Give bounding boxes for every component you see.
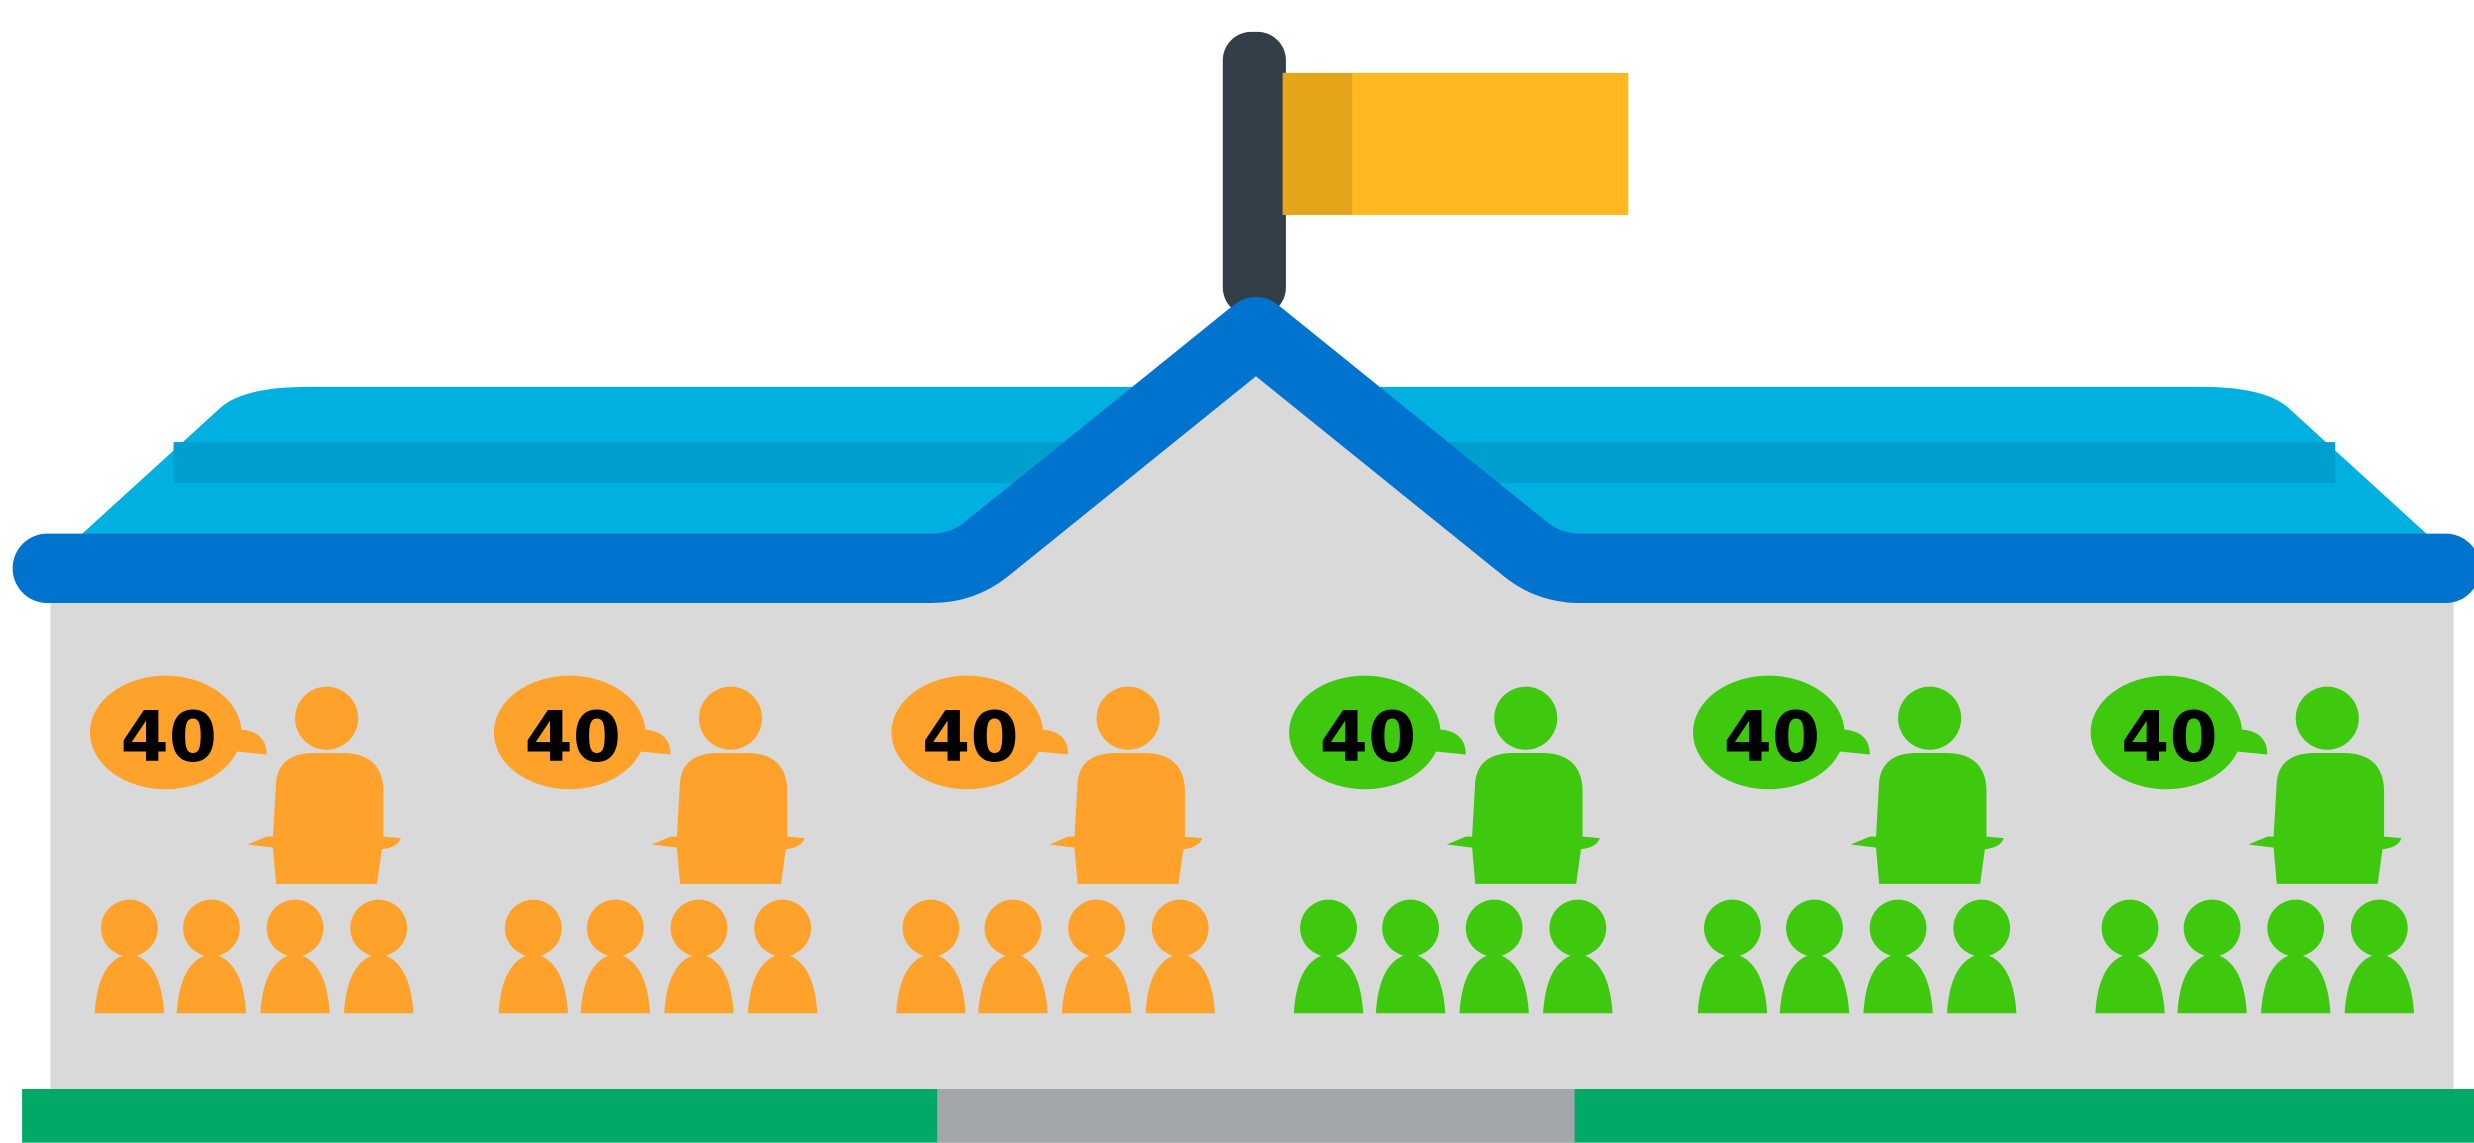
student-body [2344,953,2415,1014]
student-head [183,899,240,957]
student-body [343,953,414,1014]
teacher-body [1446,752,1600,884]
speech-tail [639,729,671,755]
speech-tail [1434,729,1466,755]
student-body [1293,953,1364,1014]
teacher-body [247,752,401,884]
classroom: 40 [1289,675,1613,1014]
student-body [2177,953,2247,1014]
student-body [1061,953,1132,1014]
teacher-body [651,752,805,884]
student-head [1786,899,1843,957]
class-size: 40 [2121,698,2218,778]
student-head [1869,899,1927,957]
student-head [1151,899,1209,957]
student-head [1465,899,1523,957]
student-body [2260,953,2331,1014]
student-head [984,899,1042,957]
speech-tail [2235,729,2268,755]
teacher-head [698,686,763,750]
student-head [266,899,324,957]
speech-tail [1838,729,1870,755]
speech-bubble [493,675,646,790]
class-size: 40 [1724,698,1821,778]
speech-bubble [2090,675,2243,790]
student-body [1697,953,1768,1014]
student-head [1704,899,1761,957]
student-body [1947,953,2017,1014]
student-head [586,899,644,957]
student-body [1779,953,1850,1014]
teacher-body [2248,752,2402,884]
class-size: 40 [1320,698,1417,778]
teacher-head [2295,686,2359,750]
speech-bubble [1692,675,1845,790]
student-head [1300,899,1357,957]
student-head [2350,899,2408,957]
student-body [747,953,818,1014]
student-head [670,899,728,957]
student-body [896,953,966,1014]
building-wall [50,584,2454,1093]
speech-bubble [891,675,1043,790]
teacher-head [1898,686,1962,750]
student-body [1543,953,1613,1014]
student-head [100,899,158,957]
classes: 40 40 40 40 40 40 [89,675,2415,1014]
student-head [504,899,562,957]
teacher-head [1494,686,1558,750]
classroom: 40 [1692,675,2017,1014]
flag-shade [1282,72,1353,215]
teacher-head [1096,686,1160,750]
student-body [2095,953,2165,1014]
speech-tail [235,729,267,755]
class-size: 40 [121,698,218,778]
student-body [94,953,165,1014]
student-head [1549,899,1607,957]
student-body [978,953,1048,1014]
student-body [176,953,247,1014]
roof-edge [12,296,2474,604]
student-body [1375,953,1446,1014]
student-body [1863,953,1933,1014]
student-body [498,953,569,1014]
teacher-body [1850,752,2004,884]
student-body [1459,953,1529,1014]
speech-bubble [1289,675,1441,790]
student-body [260,953,330,1014]
teacher-body [1049,752,1203,884]
speech-tail [1036,729,1069,755]
student-head [350,899,408,957]
gable [946,355,1563,600]
path [937,1089,1575,1143]
flag-pole [1222,31,1286,316]
classroom: 40 [891,675,1215,1014]
student-head [1953,899,2011,957]
student-head [2101,899,2159,957]
classroom: 40 [493,675,818,1014]
student-head [754,899,811,957]
speech-bubble [89,675,242,790]
student-head [2183,899,2241,957]
student-body [664,953,734,1014]
class-size: 40 [922,698,1019,778]
teacher-head [295,686,359,750]
student-body [580,953,651,1014]
student-head [1068,899,1125,957]
student-body [1145,953,1215,1014]
student-head [2267,899,2325,957]
student-head [1382,899,1439,957]
class-size: 40 [524,698,621,778]
student-head [902,899,960,957]
classroom: 40 [2090,675,2415,1014]
classroom: 40 [89,675,414,1014]
